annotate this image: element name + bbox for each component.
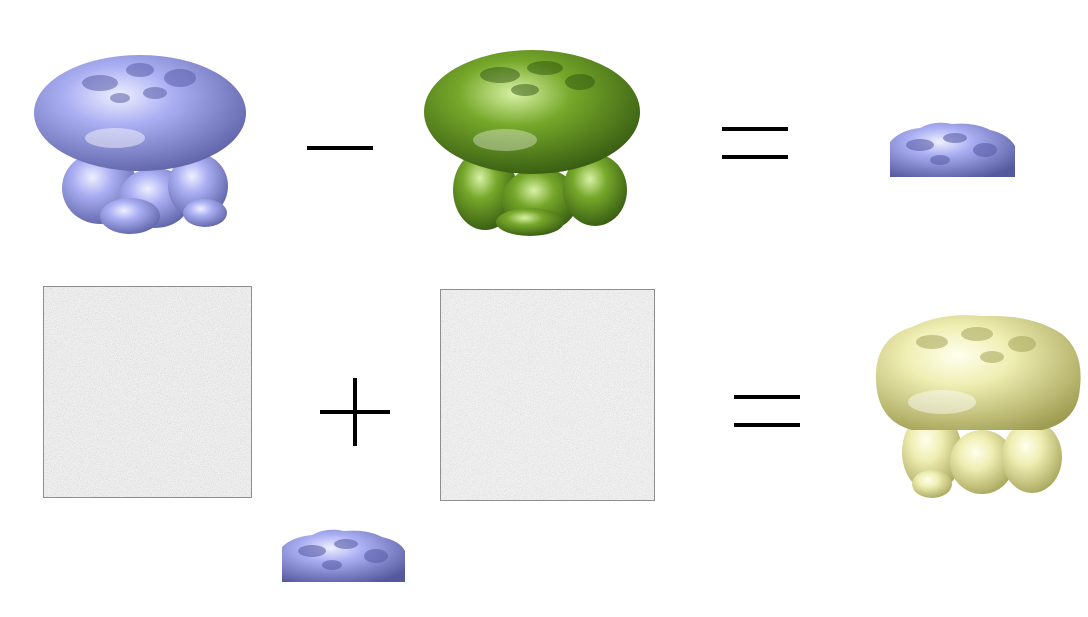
density-map-difference-small <box>282 527 405 582</box>
density-map-difference <box>890 120 1015 177</box>
density-map-full <box>30 38 250 238</box>
map-cap-texture <box>82 63 196 103</box>
density-map-result <box>872 312 1084 502</box>
equals-operator <box>720 124 790 164</box>
result-blobs-lower <box>902 412 1062 498</box>
density-map-model <box>420 40 645 240</box>
equals-operator <box>732 392 802 432</box>
plus-operator <box>318 376 392 448</box>
model-cap-texture <box>480 61 595 96</box>
map-blobs-lower <box>62 152 228 234</box>
minus-operator <box>305 143 375 153</box>
noise-image-b <box>440 289 655 501</box>
noise-image-a <box>43 286 252 498</box>
